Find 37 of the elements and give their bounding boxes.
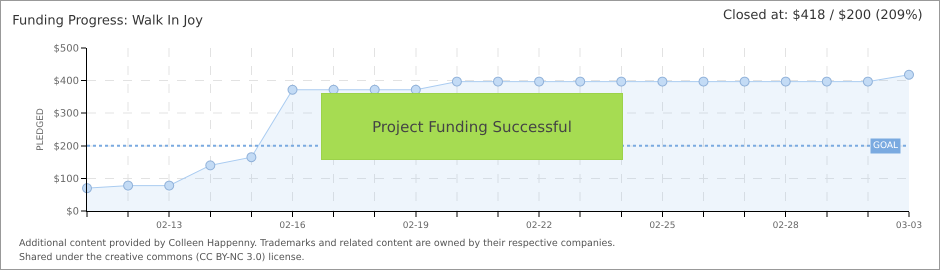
point (164, 180, 174, 191)
y-tick-label: $300 (54, 108, 79, 120)
point (780, 76, 791, 87)
ref-line-label: GOAL (873, 141, 898, 151)
point (205, 160, 216, 170)
x-tick-label: 02-13 (156, 220, 182, 231)
point (534, 76, 544, 87)
text: Additional content provided by Colleen Happenny. Trademarks and related content are owned by their respective companies. (19, 238, 616, 249)
y-tick-label: $400 (54, 76, 79, 88)
y-tick-label: $500 (54, 44, 79, 54)
point (904, 70, 914, 80)
point (698, 76, 708, 87)
point (288, 84, 298, 95)
text: Shared under the creative commons (CC BY-NC 3.0) license. (19, 252, 305, 263)
point (123, 180, 134, 191)
y-tick-label: $100 (54, 174, 79, 185)
x-tick-label: 02-28 (772, 220, 800, 231)
success-banner: Project Funding Successful (321, 93, 623, 160)
point (740, 76, 750, 87)
x-tick-label: 02-25 (649, 220, 676, 231)
point (493, 76, 503, 87)
x-tick-label: 02-19 (402, 220, 430, 231)
point (246, 152, 256, 162)
point (575, 76, 586, 87)
y-tick-label: $200 (54, 141, 79, 152)
y-axis-title: PLEDGED (36, 108, 46, 151)
point (616, 76, 626, 87)
x-tick-label: 03-03 (896, 220, 922, 231)
y-tick-label: $0 (66, 206, 79, 218)
point (822, 76, 832, 87)
x-tick-label: 02-22 (526, 220, 552, 231)
point (452, 76, 462, 87)
chart-title: Funding Progress: Walk In Joy (12, 13, 204, 28)
x-tick-label: 02-16 (279, 220, 306, 231)
point (862, 76, 873, 87)
point (657, 76, 668, 87)
text: Closed at: $418 / $200 (209%) (723, 8, 923, 23)
